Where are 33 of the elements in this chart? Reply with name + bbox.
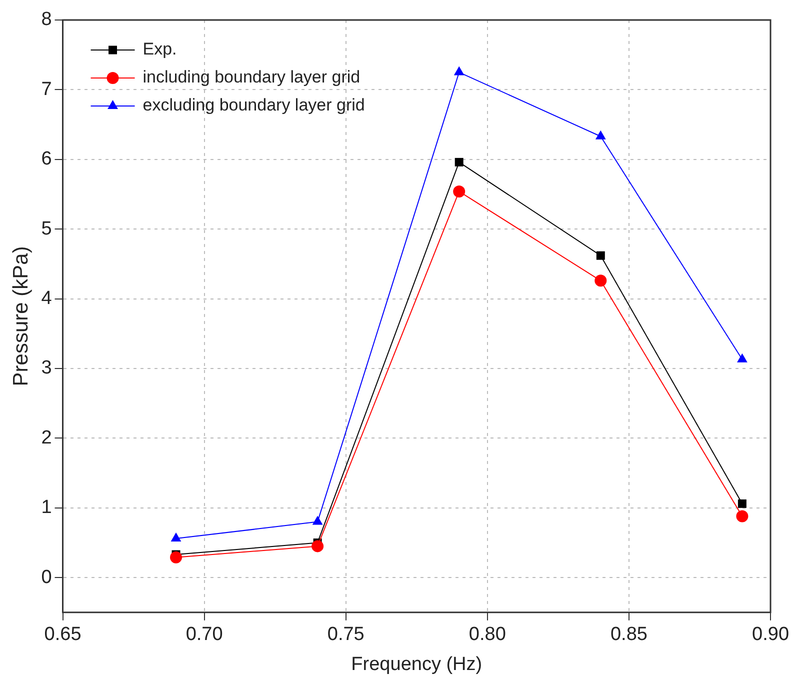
y-tick-label: 8: [41, 9, 52, 30]
legend-label: including boundary layer grid: [142, 68, 360, 87]
point: [736, 510, 748, 522]
point: [312, 540, 324, 552]
point: [454, 158, 464, 166]
point: [595, 130, 606, 140]
y-tick-label: 1: [41, 497, 52, 518]
point: [453, 185, 466, 198]
y-tick-label: 4: [41, 288, 52, 310]
y-tick-label: 2: [41, 427, 52, 448]
y-tick-label: 6: [41, 148, 52, 170]
point: [596, 251, 605, 260]
point: [170, 532, 182, 542]
x-tick-label: 0.80: [468, 624, 506, 646]
y-tick-label: 7: [41, 78, 52, 100]
point: [454, 66, 464, 76]
point: [738, 499, 746, 508]
x-tick-label: 0.65: [44, 624, 82, 646]
y-tick-label: 3: [41, 358, 52, 379]
x-tick-label: 0.90: [752, 624, 789, 646]
x-axis-title: Frequency (Hz): [351, 654, 482, 675]
x-tick-label: 0.85: [610, 624, 648, 646]
x-tick-label: 0.70: [186, 624, 223, 646]
y-axis-title: Pressure (kPa): [9, 246, 32, 386]
point: [312, 516, 323, 525]
point: [170, 551, 182, 564]
y-tick-label: 5: [41, 218, 52, 240]
point: [594, 274, 607, 287]
x-tick-label: 0.75: [327, 624, 364, 646]
point: [737, 353, 748, 362]
y-tick-label: 0: [41, 566, 52, 588]
legend-label: excluding boundary layer grid: [142, 96, 365, 115]
legend-label: Exp.: [142, 40, 177, 59]
